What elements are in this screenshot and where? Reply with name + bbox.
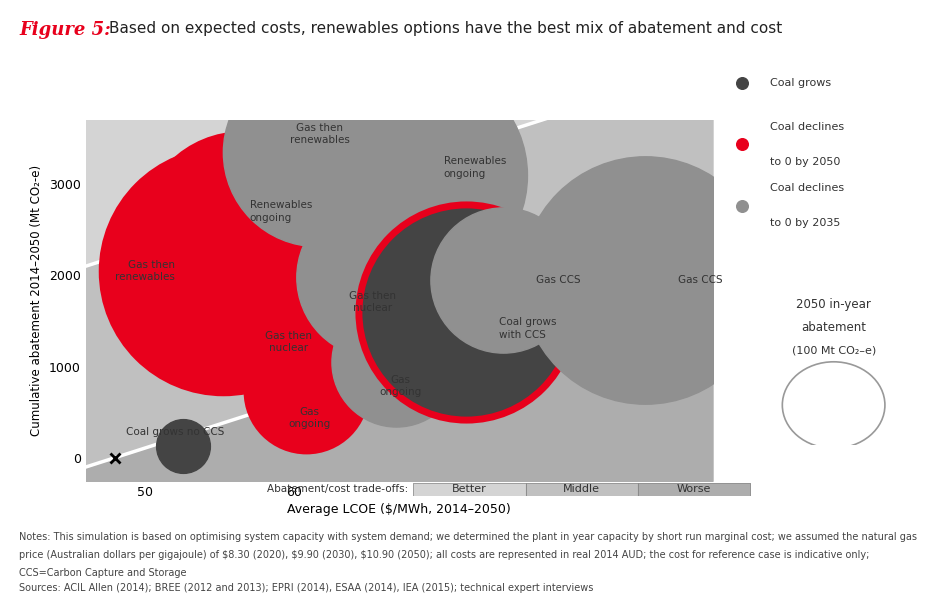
Text: Coal declines: Coal declines [770,122,844,132]
Point [734,201,750,210]
Text: Sources: ACIL Allen (2014); BREE (2012 and 2013); EPRI (2014), ESAA (2014), IEA : Sources: ACIL Allen (2014); BREE (2012 a… [19,583,594,593]
Point [734,139,750,149]
Text: Gas
ongoing: Gas ongoing [288,407,331,429]
Text: Worse: Worse [677,484,712,494]
Text: Gas then
renewables: Gas then renewables [290,123,350,145]
Text: Gas then
nuclear: Gas then nuclear [349,291,395,313]
Text: Renewables
ongoing: Renewables ongoing [250,200,313,223]
Text: Coal declines: Coal declines [770,183,844,194]
Text: Gas then
renewables: Gas then renewables [115,260,175,282]
Point [734,78,750,88]
Point [299,386,314,396]
Text: to 0 by 2035: to 0 by 2035 [770,218,840,228]
Point [369,272,384,282]
Point [216,266,231,276]
Point [637,275,653,285]
Point [235,230,250,239]
Text: Gas CCS: Gas CCS [678,275,723,285]
Text: to 0 by 2050: to 0 by 2050 [770,156,840,166]
Bar [525,483,638,496]
Text: Better: Better [452,484,486,494]
Text: 2050 in-year: 2050 in-year [796,297,871,311]
Point [459,307,474,317]
Text: abatement: abatement [801,321,866,334]
Text: CCS=Carbon Capture and Storage: CCS=Carbon Capture and Storage [19,568,186,578]
Text: Renewables
ongoing: Renewables ongoing [444,156,506,179]
Text: price (Australian dollars per gigajoule) of $8.30 (2020), $9.90 (2030), $10.90 (: price (Australian dollars per gigajoule)… [19,550,869,560]
Text: Middle: Middle [563,484,600,494]
X-axis label: Average LCOE ($/MWh, 2014–2050): Average LCOE ($/MWh, 2014–2050) [287,503,511,516]
Bar [525,483,638,496]
Bar [413,483,525,496]
Point [407,170,422,180]
Text: Coal grows
with CCS: Coal grows with CCS [499,317,557,340]
Text: Coal grows: Coal grows [770,78,830,88]
Y-axis label: Cumulative abatement 2014–2050 (Mt CO₂-e): Cumulative abatement 2014–2050 (Mt CO₂-e… [30,165,43,436]
Text: Figure 5:: Figure 5: [19,21,111,39]
Point [389,358,404,367]
Bar [638,483,751,496]
Text: Gas then
nuclear: Gas then nuclear [265,331,312,353]
Point [496,275,511,285]
Point [175,441,190,451]
Text: Coal grows no CCS: Coal grows no CCS [126,427,224,436]
Text: Based on expected costs, renewables options have the best mix of abatement and c: Based on expected costs, renewables opti… [109,21,783,36]
Text: Abatement/cost trade-offs:: Abatement/cost trade-offs: [267,484,408,494]
Point [310,147,325,157]
Bar [413,483,525,496]
Point [284,309,299,319]
Text: Notes: This simulation is based on optimising system capacity with system demand: Notes: This simulation is based on optim… [19,532,917,542]
Text: (100 Mt CO₂–e): (100 Mt CO₂–e) [791,346,876,356]
Text: Gas CCS: Gas CCS [537,275,581,285]
Bar [638,483,751,496]
Text: Gas
ongoing: Gas ongoing [379,374,422,397]
